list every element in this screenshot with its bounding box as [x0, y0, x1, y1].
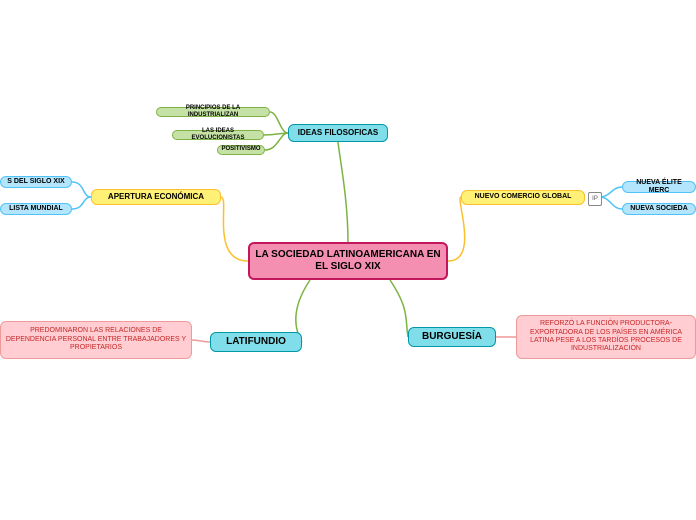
- node-lista_mundial[interactable]: LISTA MUNDIAL: [0, 203, 72, 215]
- node-latifundio[interactable]: LATIFUNDIO: [210, 332, 302, 352]
- badge-ip1: IP: [588, 192, 602, 206]
- node-nueva_socieda[interactable]: NUEVA SOCIEDA: [622, 203, 696, 215]
- node-positivismo[interactable]: POSITIVISMO: [217, 145, 265, 155]
- node-evolucionistas[interactable]: LAS IDEAS EVOLUCIONISTAS: [172, 130, 264, 140]
- node-nueva_elite[interactable]: NUEVA ÉLITE MERC: [622, 181, 696, 193]
- node-siglo_xix_left[interactable]: S DEL SIGLO XIX: [0, 176, 72, 188]
- node-ideas_filosoficas[interactable]: IDEAS FILOSOFICAS: [288, 124, 388, 142]
- node-nuevo_comercio[interactable]: NUEVO COMERCIO GLOBAL: [461, 190, 585, 205]
- node-principios[interactable]: PRINCIPIOS DE LA INDUSTRIALIZAN: [156, 107, 270, 117]
- node-reforzo[interactable]: REFORZÓ LA FUNCIÓN PRODUCTORA-EXPORTADOR…: [516, 315, 696, 359]
- node-center[interactable]: LA SOCIEDAD LATINOAMERICANA EN EL SIGLO …: [248, 242, 448, 280]
- node-predominaron[interactable]: PREDOMINARON LAS RELACIONES DE DEPENDENC…: [0, 321, 192, 359]
- node-apertura[interactable]: APERTURA ECONÓMICA: [91, 189, 221, 205]
- node-burguesia[interactable]: BURGUESÍA: [408, 327, 496, 347]
